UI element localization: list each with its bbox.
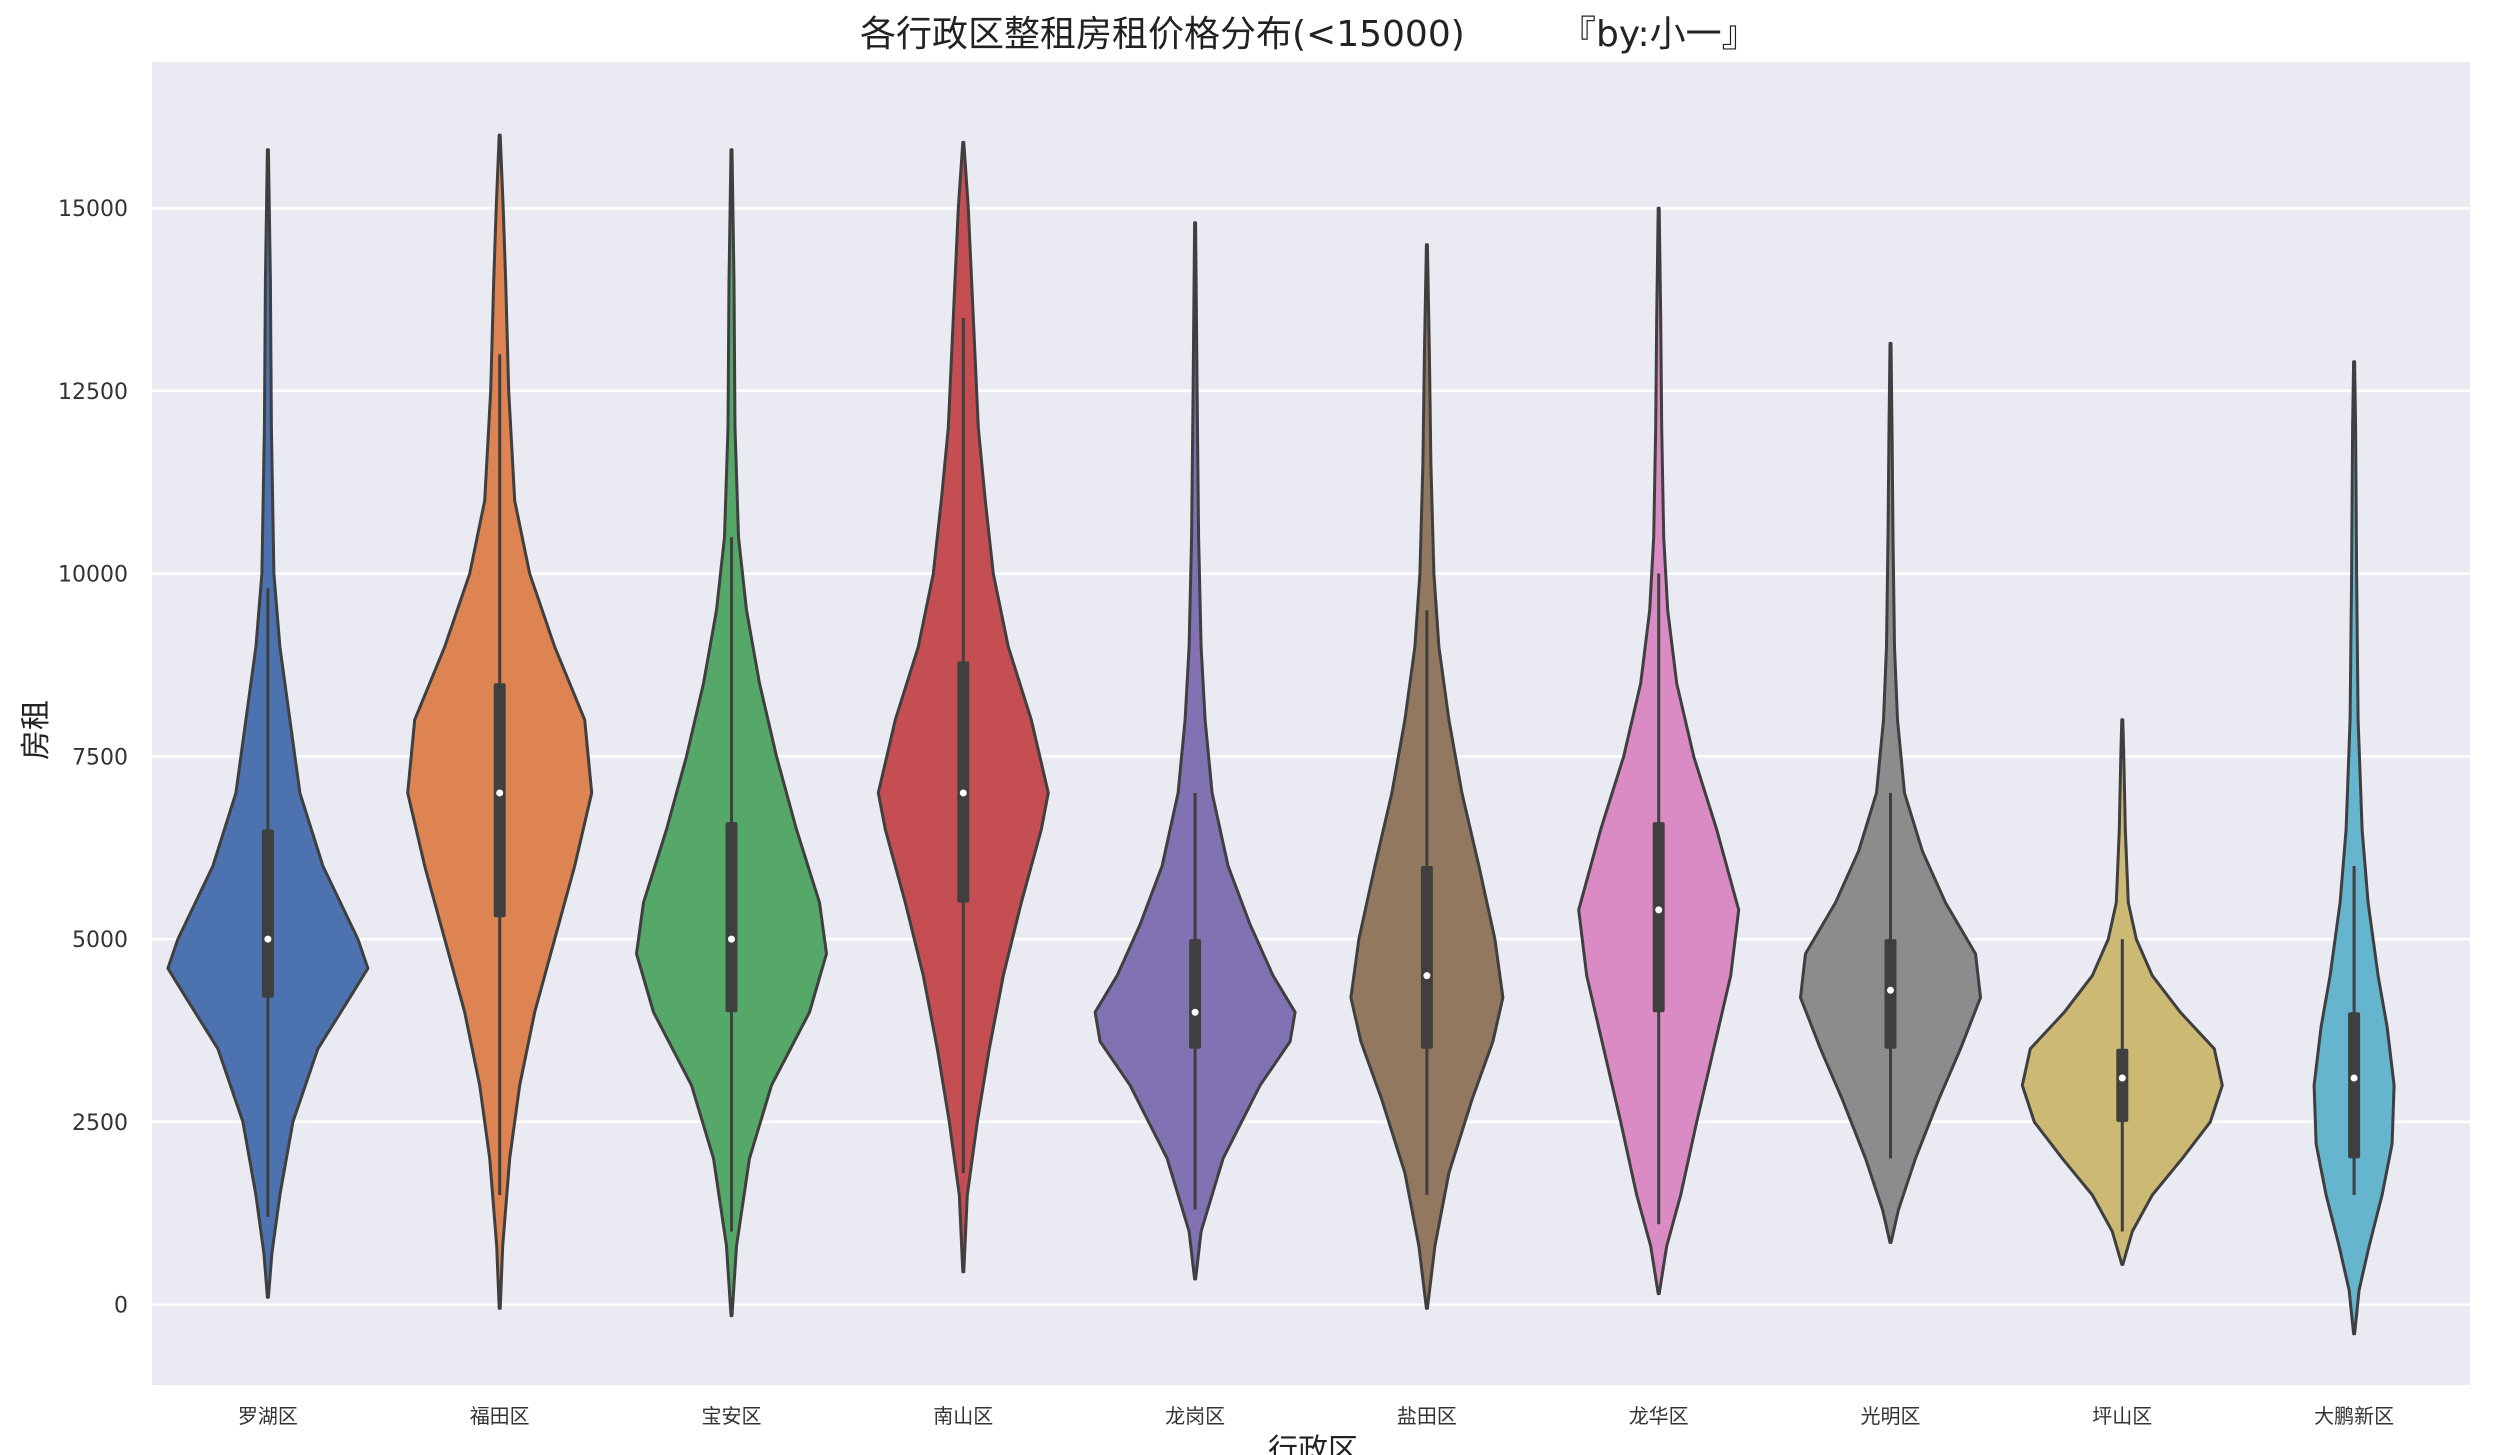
x-tick-label: 罗湖区 (238, 1404, 298, 1428)
violin-median (1655, 906, 1663, 914)
y-axis-label: 房租 (19, 700, 54, 760)
violin-iqr-box (1884, 939, 1897, 1049)
x-tick-labels: 罗湖区 福田区 宝安区 南山区 龙岗区 盐田区 龙华区 光明区 坪山区 大鹏新区 (238, 1404, 2394, 1428)
y-tick-label: 0 (114, 1294, 128, 1319)
violin-iqr-box (493, 683, 506, 918)
violin-median (496, 789, 504, 797)
chart-title: 各行政区整租房租价格分布(<15000) (860, 14, 1465, 55)
y-tick-label: 7500 (72, 745, 128, 770)
x-tick-label: 大鹏新区 (2314, 1404, 2394, 1428)
x-tick-label: 盐田区 (1397, 1404, 1457, 1428)
violin-iqr-box (957, 661, 970, 903)
violin-median (1887, 986, 1894, 994)
y-tick-labels: 0 2500 5000 7500 10000 12500 15000 (58, 197, 128, 1318)
x-tick-label: 龙岗区 (1165, 1404, 1225, 1428)
y-tick-label: 5000 (72, 928, 128, 953)
x-tick-label: 光明区 (1861, 1404, 1921, 1428)
x-tick-label: 龙华区 (1629, 1404, 1689, 1428)
y-tick-label: 2500 (72, 1111, 128, 1136)
y-tick-label: 12500 (58, 380, 128, 405)
x-tick-label: 南山区 (933, 1404, 993, 1428)
violin-body (2312, 360, 2396, 1336)
violin-median (728, 935, 735, 943)
violin-iqr-box (2348, 1012, 2361, 1159)
violin-iqr-box (1652, 822, 1665, 1013)
violin-iqr-box (725, 822, 738, 1013)
y-tick-label: 10000 (58, 563, 128, 588)
violin-median (1191, 1008, 1199, 1016)
violin-median (264, 935, 272, 943)
violin-median (1423, 972, 1431, 980)
violin-iqr-box (1189, 939, 1202, 1049)
x-tick-label: 坪山区 (2092, 1404, 2152, 1428)
violin-median (959, 789, 967, 797)
violin-iqr-box (261, 829, 274, 998)
violin-median (2118, 1074, 2126, 1082)
x-tick-label: 宝安区 (702, 1404, 762, 1428)
x-tick-label: 福田区 (470, 1404, 530, 1428)
violin-body (1093, 221, 1297, 1281)
violin-iqr-box (2116, 1048, 2129, 1122)
x-axis-label: 行政区 (1268, 1433, 1358, 1455)
violin-iqr-box (1420, 866, 1433, 1049)
violin-median (2350, 1074, 2358, 1082)
y-tick-label: 15000 (58, 197, 128, 222)
violins (166, 133, 2396, 1336)
chart-credit: 『by:小一』 (1560, 14, 1758, 55)
